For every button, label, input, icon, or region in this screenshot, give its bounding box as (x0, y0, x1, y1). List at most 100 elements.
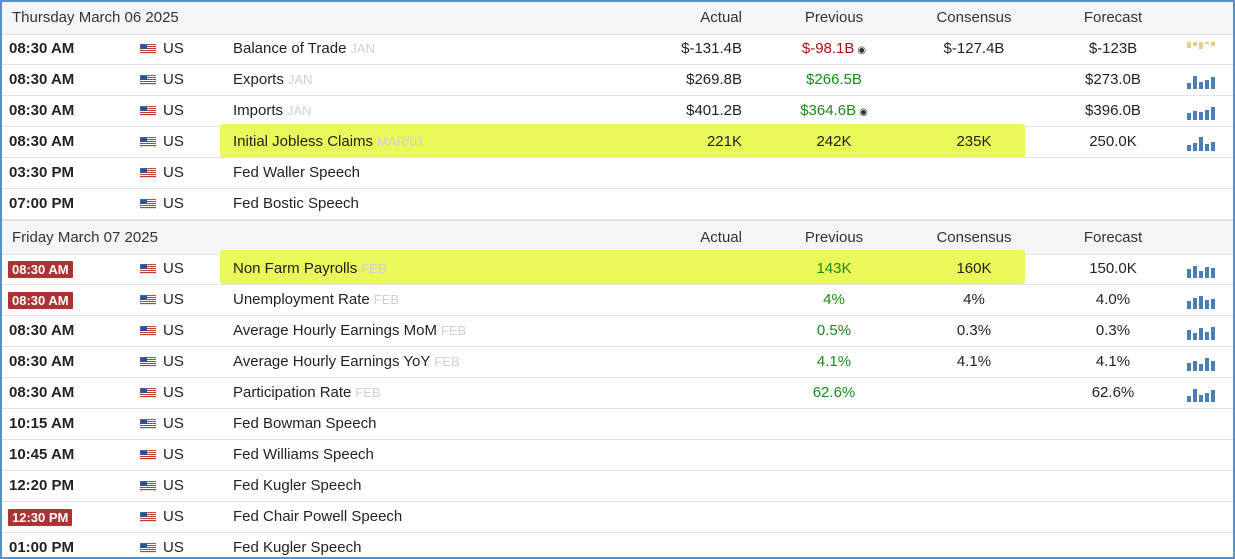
event-name[interactable]: Exports JAN (233, 65, 312, 95)
reference-period: FEB (440, 323, 467, 338)
event-title[interactable]: Fed Waller Speech (233, 164, 361, 181)
event-name[interactable]: Fed Chair Powell Speech (233, 502, 402, 532)
event-name[interactable]: Initial Jobless Claims MAR/01 (233, 127, 424, 157)
table-row[interactable]: 08:30 AM US Imports JAN $401.2B $364.6B ◉ $396.… (2, 96, 1233, 127)
country-code: US (163, 291, 184, 308)
event-name[interactable]: Fed Waller Speech (233, 158, 360, 188)
event-name[interactable]: Participation Rate FEB (233, 378, 381, 408)
table-row[interactable]: 08:30 AM US Average Hourly Earnings MoM FEB… (2, 316, 1233, 347)
us-flag-icon (140, 137, 156, 147)
us-flag-icon (140, 75, 156, 85)
event-title[interactable]: Imports (233, 102, 284, 119)
forecast-value: 62.6% (1091, 384, 1135, 401)
event-title[interactable]: Fed Kugler Speech (233, 539, 362, 556)
country-code: US (163, 133, 184, 150)
actual-value: $401.2B (686, 102, 742, 119)
sparkline-icon[interactable] (1187, 40, 1215, 58)
forecast-value: $396.0B (1085, 102, 1141, 119)
reference-period: FEB (373, 292, 400, 307)
previous-value: 62.6% (770, 378, 898, 408)
event-time: 08:30 AM (9, 71, 75, 88)
sparkline-icon[interactable] (1187, 322, 1215, 340)
table-row[interactable]: 07:00 PM US Fed Bostic Speech (2, 189, 1233, 220)
previous-text: $364.6B (800, 102, 857, 119)
table-row[interactable]: 08:30 AM US Unemployment Rate FEB 4% 4% 4.0% (2, 285, 1233, 316)
previous-value: $266.5B (770, 65, 898, 95)
event-title[interactable]: Fed Kugler Speech (233, 477, 362, 494)
table-row[interactable]: 03:30 PM US Fed Waller Speech (2, 158, 1233, 189)
event-title[interactable]: Average Hourly Earnings YoY (233, 353, 431, 370)
table-row[interactable]: 12:20 PM US Fed Kugler Speech (2, 471, 1233, 502)
event-title[interactable]: Exports (233, 71, 284, 88)
country-code: US (163, 164, 184, 181)
us-flag-icon (140, 199, 156, 209)
country-code: US (163, 508, 184, 525)
table-row[interactable]: 08:30 AM US Average Hourly Earnings YoY FEB… (2, 347, 1233, 378)
event-title[interactable]: Balance of Trade (233, 40, 347, 57)
consensus-value: $-127.4B (943, 40, 1005, 57)
actual-value: 221K (706, 133, 742, 150)
table-row[interactable]: 01:00 PM US Fed Kugler Speech (2, 533, 1233, 557)
forecast-value: 0.3% (1095, 322, 1131, 339)
event-title[interactable]: Fed Bostic Speech (233, 195, 359, 212)
event-time: 07:00 PM (9, 195, 75, 212)
event-name[interactable]: Fed Kugler Speech (233, 533, 362, 557)
highlight-marker (220, 250, 1025, 284)
event-title[interactable]: Fed Bowman Speech (233, 415, 377, 432)
sparkline-icon[interactable] (1187, 353, 1215, 371)
event-title[interactable]: Average Hourly Earnings MoM (233, 322, 437, 339)
event-title[interactable]: Non Farm Payrolls (233, 260, 358, 277)
event-name[interactable]: Fed Kugler Speech (233, 471, 361, 501)
sparkline-icon[interactable] (1187, 102, 1215, 120)
event-name[interactable]: Non Farm Payrolls FEB (233, 254, 387, 284)
sparkline-icon[interactable] (1187, 260, 1215, 278)
event-title[interactable]: Fed Chair Powell Speech (233, 508, 403, 525)
table-row[interactable]: 08:30 AM US Non Farm Payrolls FEB 143K 160K 15… (2, 250, 1233, 285)
country-code: US (163, 322, 184, 339)
country-code: US (163, 384, 184, 401)
country-code: US (163, 40, 184, 57)
previous-text: 4% (823, 291, 845, 308)
date-header-row: Thursday March 06 2025 Actual Previous Cons… (2, 2, 1233, 35)
sparkline-icon[interactable] (1187, 133, 1215, 151)
table-row[interactable]: 08:30 AM US Balance of Trade JAN $-131.4B $-9… (2, 34, 1233, 65)
actual-value: $-131.4B (681, 40, 742, 57)
us-flag-icon (140, 326, 156, 336)
table-row[interactable]: 12:30 PM US Fed Chair Powell Speech (2, 502, 1233, 533)
event-name[interactable]: Average Hourly Earnings YoY FEB (233, 347, 460, 377)
table-row[interactable]: 08:30 AM US Participation Rate FEB 62.6% 62.6… (2, 378, 1233, 409)
sparkline-icon[interactable] (1187, 71, 1215, 89)
table-row[interactable]: 08:30 AM US Initial Jobless Claims MAR/01 22… (2, 124, 1233, 158)
us-flag-icon (140, 168, 156, 178)
revised-marker-icon[interactable]: ◉ (857, 45, 867, 56)
event-time: 03:30 PM (9, 164, 75, 181)
consensus-value: 0.3% (956, 322, 992, 339)
revised-marker-icon[interactable]: ◉ (859, 107, 868, 118)
sparkline-icon[interactable] (1187, 384, 1215, 402)
event-time: 08:30 AM (9, 40, 75, 57)
event-title[interactable]: Initial Jobless Claims (233, 133, 374, 150)
event-title[interactable]: Fed Williams Speech (233, 446, 374, 463)
event-title[interactable]: Unemployment Rate (233, 291, 370, 308)
table-row[interactable]: 10:45 AM US Fed Williams Speech (2, 440, 1233, 471)
event-time: 12:30 PM (8, 509, 73, 526)
event-name[interactable]: Imports JAN (233, 96, 312, 126)
event-name[interactable]: Fed Bowman Speech (233, 409, 376, 439)
event-name[interactable]: Unemployment Rate FEB (233, 285, 399, 315)
event-name[interactable]: Average Hourly Earnings MoM FEB (233, 316, 466, 346)
us-flag-icon (140, 357, 156, 367)
event-name[interactable]: Balance of Trade JAN (233, 34, 375, 64)
event-time: 12:20 PM (9, 477, 75, 494)
table-row[interactable]: 10:15 AM US Fed Bowman Speech (2, 409, 1233, 440)
table-row[interactable]: 08:30 AM US Exports JAN $269.8B $266.5B $273.0… (2, 65, 1233, 96)
reference-period: FEB (361, 261, 387, 276)
us-flag-icon (140, 512, 156, 522)
us-flag-icon (140, 481, 156, 491)
event-title[interactable]: Participation Rate (233, 384, 352, 401)
reference-period: JAN (287, 103, 312, 118)
event-name[interactable]: Fed Bostic Speech (233, 189, 359, 219)
sparkline-icon[interactable] (1187, 291, 1215, 309)
event-name[interactable]: Fed Williams Speech (233, 440, 374, 470)
date-label: Friday March 07 2025 (12, 229, 158, 246)
